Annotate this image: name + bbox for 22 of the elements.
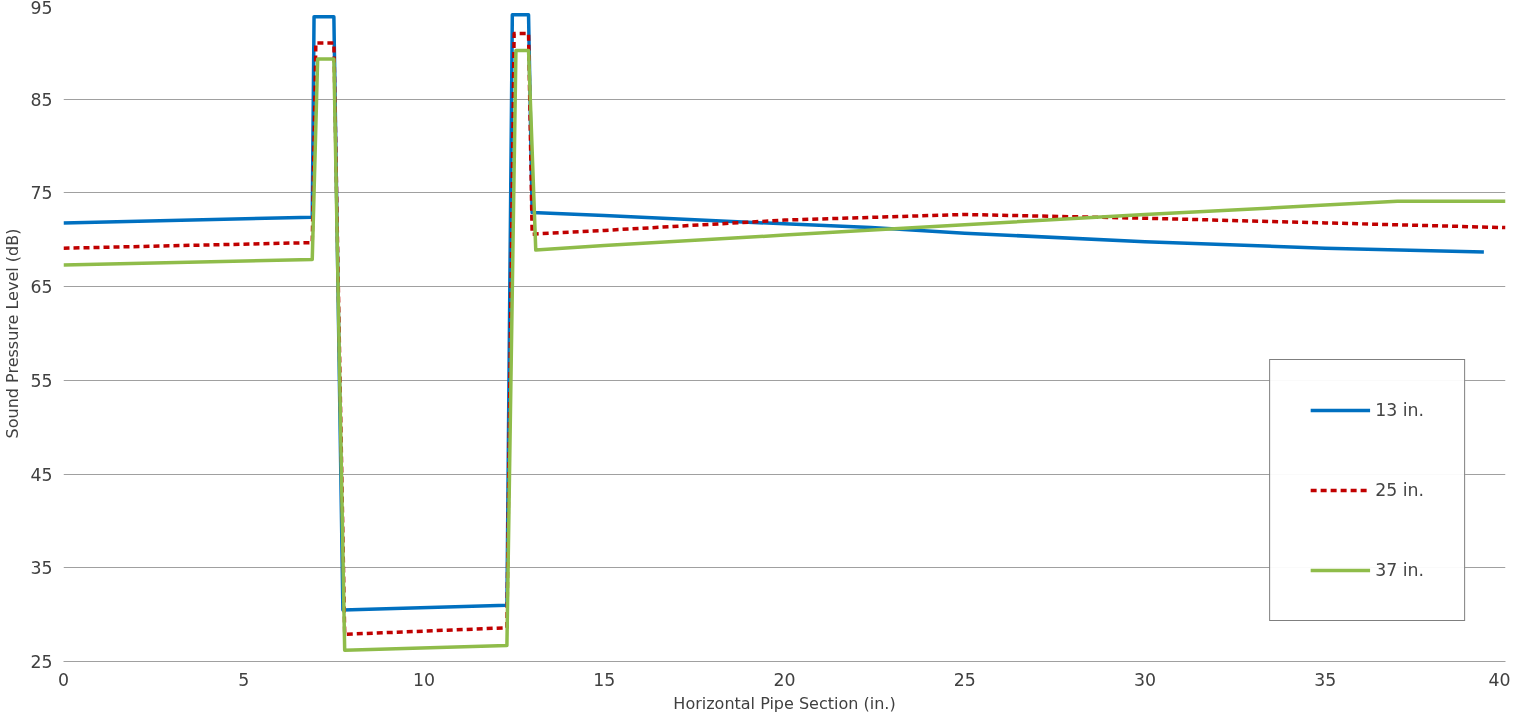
x-tick-label: 40 bbox=[1488, 669, 1511, 690]
x-tick-label: 30 bbox=[1133, 669, 1157, 690]
y-tick-label: 45 bbox=[30, 464, 53, 485]
y-tick-label: 65 bbox=[30, 277, 53, 298]
x-tick-label: 5 bbox=[238, 669, 250, 690]
x-tick-label: 0 bbox=[57, 669, 70, 690]
y-tick-label: 95 bbox=[30, 0, 53, 18]
x-tick-label: 35 bbox=[1314, 669, 1337, 690]
y-axis-title: Sound Pressure Level (dB) bbox=[3, 228, 23, 439]
y-tick-label: 55 bbox=[30, 370, 53, 391]
x-axis-title: Horizontal Pipe Section (in.) bbox=[673, 693, 896, 713]
x-tick-label: 20 bbox=[773, 669, 796, 690]
x-tick-label: 25 bbox=[953, 669, 976, 690]
legend-label: 25 in. bbox=[1375, 480, 1424, 500]
x-tick-label: 15 bbox=[593, 669, 616, 690]
legend-label: 13 in. bbox=[1375, 400, 1424, 420]
y-tick-label: 85 bbox=[30, 89, 53, 110]
y-tick-label: 75 bbox=[30, 183, 53, 204]
y-tick-label: 25 bbox=[30, 652, 53, 672]
legend-label: 37 in. bbox=[1375, 560, 1424, 580]
x-tick-label: 10 bbox=[412, 669, 436, 690]
y-tick-label: 35 bbox=[30, 558, 53, 579]
